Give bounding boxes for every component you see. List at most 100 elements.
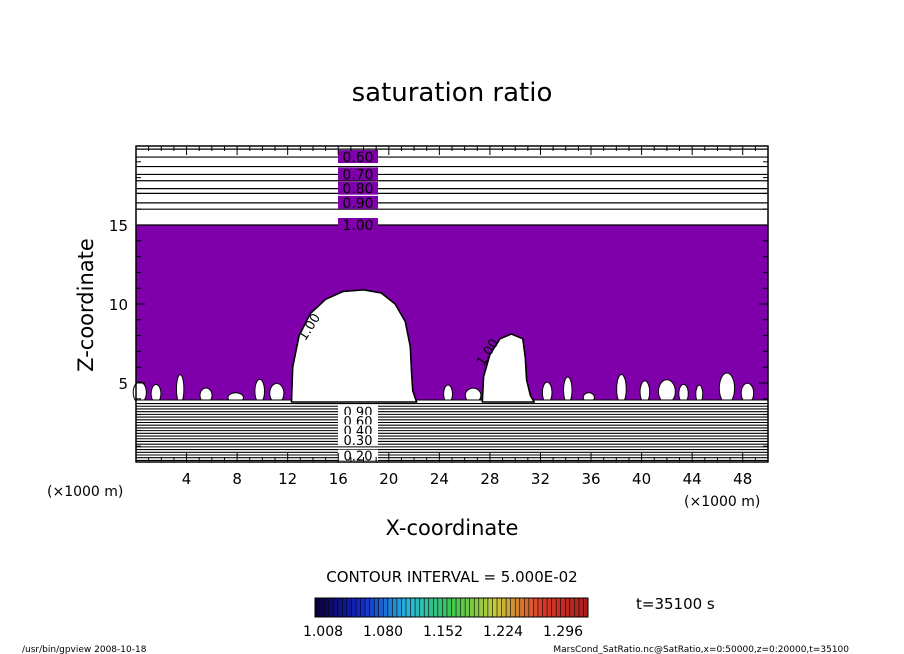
colorbar-cell — [465, 598, 470, 617]
lower-label-bg — [338, 414, 378, 426]
x-unit-left: (×1000 m) — [47, 484, 123, 500]
x-tick-label: 20 — [379, 470, 398, 488]
colorbar-cell — [524, 598, 529, 617]
colorbar-cell — [406, 598, 411, 617]
upper-label-bg — [338, 181, 378, 195]
x-tick-label: 40 — [632, 470, 651, 488]
colorbar-cell — [569, 598, 575, 617]
upper-label-bg — [338, 218, 378, 231]
colorbar-cell — [333, 598, 338, 617]
colorbar-label: 1.152 — [423, 624, 463, 640]
colorbar-label: 1.008 — [303, 624, 343, 640]
colorbar-cell — [378, 598, 384, 617]
colorbar-labels: 1.008 1.080 1.152 1.224 1.296 — [303, 624, 583, 640]
colorbar-cell — [410, 598, 416, 617]
x-tick-label: 44 — [683, 470, 702, 488]
upper-label-bg — [338, 195, 378, 209]
contour-interval: CONTOUR INTERVAL = 5.000E-02 — [326, 568, 577, 586]
boundary-blob — [616, 374, 627, 404]
upper-label-bg — [338, 167, 378, 181]
lower-label-bg — [338, 424, 378, 436]
cloud-region-1 — [290, 289, 418, 403]
x-tick-label: 4 — [182, 470, 192, 488]
colorbar-cell — [360, 598, 366, 617]
lower-label-bg — [338, 433, 378, 445]
colorbar-cell — [510, 598, 516, 617]
colorbar-cell — [560, 598, 566, 617]
saturation-fill — [136, 225, 768, 402]
cloud-region-2 — [481, 333, 535, 403]
plot-area: 1.001.000.600.700.800.901.000.900.600.40… — [109, 145, 769, 488]
footer-right: MarsCond_SatRatio.nc@SatRatio,x=0:50000,… — [553, 645, 849, 654]
colorbar-cell — [374, 598, 379, 617]
colorbar-cell — [456, 598, 461, 617]
colorbar — [314, 597, 589, 618]
colorbar-cell — [492, 598, 497, 617]
y-tick-label: 15 — [109, 217, 128, 235]
upper-contour-label: 0.80 — [342, 182, 373, 198]
colorbar-cell — [446, 598, 452, 617]
colorbar-cell — [460, 598, 466, 617]
footer-left: /usr/bin/gpview 2008-10-18 — [22, 645, 147, 654]
upper-contour-label: 0.90 — [342, 196, 373, 212]
colorbar-cell — [478, 598, 484, 617]
colorbar-cell — [506, 598, 511, 617]
lower-label-bg — [338, 449, 378, 461]
boundary-blob — [718, 372, 736, 404]
colorbar-cell — [528, 598, 534, 617]
colorbar-cell — [342, 598, 347, 617]
colorbar-cell — [487, 598, 493, 617]
colorbar-cell — [355, 598, 361, 617]
colorbar-cell — [315, 598, 320, 617]
colorbar-cell — [451, 598, 457, 617]
x-tick-label: 48 — [733, 470, 752, 488]
colorbar-cell — [483, 598, 488, 617]
upper-contour-label: 0.60 — [342, 150, 373, 166]
boundary-blob — [175, 374, 185, 404]
x-tick-label: 32 — [531, 470, 550, 488]
chart-title: saturation ratio — [352, 78, 553, 108]
colorbar-cell — [565, 598, 570, 617]
colorbar-cell — [433, 598, 438, 617]
colorbar-cell — [392, 598, 397, 617]
colorbar-frame — [314, 597, 589, 618]
boundary-blob — [563, 376, 573, 404]
x-axis-label: X-coordinate — [386, 516, 519, 540]
colorbar-label: 1.224 — [483, 624, 523, 640]
colorbar-cell — [396, 598, 402, 617]
x-tick-label: 12 — [278, 470, 297, 488]
colorbar-cell — [442, 598, 447, 617]
lower-contour-label: 0.30 — [344, 434, 373, 449]
colorbar-cell — [515, 598, 520, 617]
colorbar-cell — [578, 598, 584, 617]
boundary-band — [136, 399, 768, 404]
colorbar-cell — [533, 598, 538, 617]
y-tick-label: 5 — [118, 375, 128, 393]
colorbar-cell — [469, 598, 475, 617]
colorbar-cell — [324, 598, 329, 617]
x-tick-label: 36 — [581, 470, 600, 488]
colorbar-label: 1.080 — [363, 624, 403, 640]
colorbar-cell — [383, 598, 388, 617]
upper-contour-label: 1.00 — [342, 218, 373, 234]
x-tick-label: 8 — [232, 470, 242, 488]
colorbar-cell — [551, 598, 557, 617]
colorbar-cell — [328, 598, 334, 617]
colorbar-cell — [501, 598, 507, 617]
time-label: t=35100 s — [636, 595, 715, 613]
colorbar-cell — [583, 598, 588, 617]
colorbar-cell — [401, 598, 406, 617]
colorbar-cell — [547, 598, 552, 617]
colorbar-cell — [319, 598, 325, 617]
colorbar-label: 1.296 — [543, 624, 583, 640]
colorbar-cell — [387, 598, 393, 617]
colorbar-cell — [428, 598, 434, 617]
colorbar-cell — [369, 598, 375, 617]
colorbar-cell — [424, 598, 429, 617]
x-tick-label: 24 — [430, 470, 449, 488]
colorbar-cell — [365, 598, 370, 617]
lower-label-bg — [338, 405, 378, 417]
upper-contour-label: 0.70 — [342, 167, 373, 183]
colorbar-cell — [537, 598, 543, 617]
